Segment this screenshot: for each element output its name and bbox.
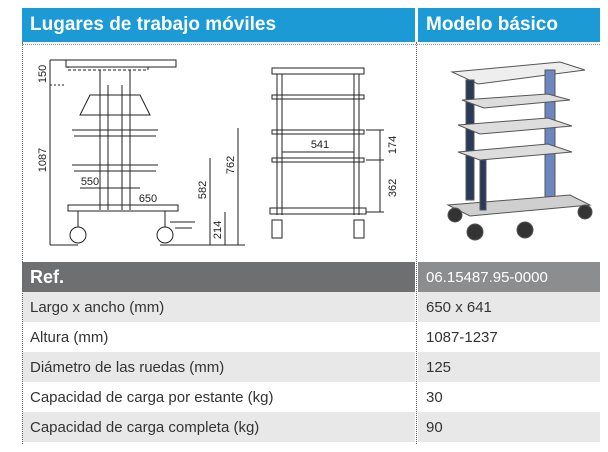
dimension-label: 362 [387,179,399,197]
drawing-shape [79,94,151,116]
drawing-shape [72,129,158,137]
drawing-shape [457,143,573,161]
drawing-shape [447,207,463,223]
drawing-shape [269,207,367,215]
drawing-shape [516,221,534,239]
drawing-shape [446,61,593,241]
dimension-label: 550 [81,176,99,188]
header-model: Modelo básico [418,8,600,42]
divider [22,44,600,45]
dimension-label: 762 [225,156,237,174]
drawing-shape [577,204,593,220]
dimension-label: 582 [197,181,209,199]
drawing-shape [269,67,384,239]
spec-value: 1087-1237 [426,328,498,346]
drawing-shape [466,223,484,241]
drawing-shape [49,59,245,246]
dimension-label: 541 [311,139,329,151]
drawing-shape [69,226,87,244]
border [22,42,23,444]
drawing-shape: 150 1087 550 650 582 762 214 541 174 362 [37,65,399,239]
drawing-shape [65,59,177,68]
spec-label: Largo x ancho (mm) [22,292,415,322]
spec-label: Altura (mm) [30,328,109,346]
spec-label: Diámetro de las ruedas (mm) [22,352,415,382]
drawing-shape [271,94,365,100]
spec-value: 125 [418,352,600,382]
column-divider [416,42,417,444]
drawing-shape [271,219,283,239]
drawing-shape [544,69,556,201]
drawing-shape [67,204,179,212]
drawing-shape [446,194,592,217]
dimension-label: 150 [37,65,49,83]
dimension-label: 214 [212,221,224,239]
ref-label: Ref. [22,262,415,292]
dimension-label: 650 [139,193,157,205]
spec-value: 650 x 641 [418,292,600,322]
drawing-shape [271,157,365,163]
spec-value: 90 [418,412,600,442]
drawing-shape [271,129,365,135]
drawing-shape [479,159,487,211]
dimension-label: 1087 [37,148,49,172]
spec-label: Capacidad de carga por estante (kg) [30,388,274,406]
drawing-shape [72,164,158,172]
spec-value: 30 [426,388,443,406]
drawings: 150 1087 550 650 582 762 214 541 174 362 [37,59,593,246]
drawing-shape [461,93,571,109]
drawing-shape [156,226,174,244]
spec-label: Capacidad de carga completa (kg) [22,412,415,442]
drawing-shape [353,219,365,239]
header-title: Lugares de trabajo móviles [22,8,415,42]
drawing-shape [170,221,195,229]
drawing-shape [465,79,475,201]
dimension-label: 174 [387,136,399,154]
drawing-shape [67,66,149,71]
ref-value: 06.15487.95-0000 [418,262,600,292]
drawing-shape [271,67,365,75]
drawing-shape [457,117,573,135]
